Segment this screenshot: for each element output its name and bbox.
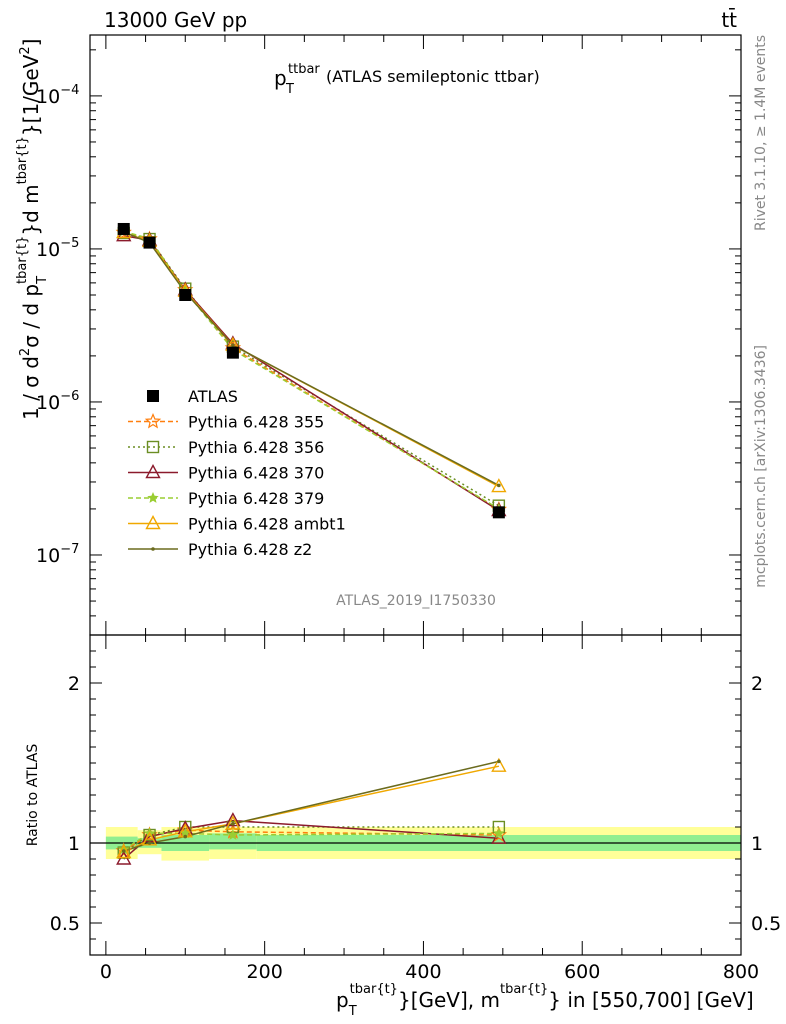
- xlabel-c: tbar{t}: [350, 982, 398, 997]
- header-left: 13000 GeV pp: [104, 8, 247, 32]
- xlabel-e: tbar{t}: [500, 982, 548, 997]
- x-tick-label: 600: [564, 961, 600, 983]
- ratio-point-p379: [227, 829, 239, 840]
- ratio-y-tick-label-right: 1: [751, 833, 763, 855]
- ratio-point-ambt1: [116, 844, 132, 859]
- ylabel-j: ]: [19, 39, 43, 47]
- ratio-point-z2: [121, 849, 126, 853]
- legend-label-data: ATLAS: [188, 387, 238, 406]
- ratio-tick-labels: 0.5 0.5 1 1 2 2: [50, 673, 781, 935]
- ratio-y-axis-label: Ratio to ATLAS: [25, 744, 41, 847]
- legend-marker-p355: [144, 412, 162, 429]
- y-tick-label: 10−5: [36, 236, 79, 261]
- ratio-point-ambt1: [491, 757, 507, 772]
- xlabel-a: p: [336, 988, 349, 1012]
- ylabel-d: T: [35, 276, 50, 285]
- ratio-point-ambt1: [225, 815, 241, 830]
- rivet-version-label: Rivet 3.1.10, ≥ 1.4M events: [753, 35, 769, 231]
- main-panel: 10−7 10−6 10−5 10−4 p T ttbar (ATLAS semile…: [15, 34, 742, 636]
- data-point-atlas: [226, 346, 239, 359]
- ratio-series-markers: [115, 757, 507, 865]
- svg-text:1 / σ d2σ / d pTtbar{t}}d mtb: 1 / σ d2σ / d pTtbar{t}}d mtbar{t}}[1/Ge…: [15, 39, 50, 421]
- ylabel-h: }[1/GeV: [19, 54, 43, 136]
- ylabel-e: tbar{t}: [15, 236, 30, 284]
- data-point-atlas: [117, 222, 130, 235]
- ratio-point-z2: [183, 834, 188, 839]
- data-point-atlas: [179, 288, 192, 301]
- legend-label-z2: Pythia 6.428 z2: [188, 540, 312, 559]
- y-tick-label: 10−7: [36, 542, 79, 567]
- analysis-watermark: ATLAS_2019_I1750330: [336, 593, 496, 609]
- main-y-axis-label: 1 / σ d2σ / d pTtbar{t}}d mtbar{t}}[1/Ge…: [15, 39, 50, 421]
- ylabel-a: 1 / σ d: [19, 356, 43, 420]
- legend-label-p356: Pythia 6.428 356: [188, 438, 324, 457]
- ylabel-g: tbar{t}: [15, 136, 30, 184]
- legend-label-ambt1: Pythia 6.428 ambt1: [188, 515, 346, 534]
- main-y-tick-labels: 10−7 10−6 10−5 10−4: [36, 83, 79, 567]
- x-tick-label: 200: [247, 961, 283, 983]
- main-series-markers: [115, 222, 507, 519]
- ratio-point-z2: [231, 822, 235, 826]
- header-right: tt̄: [721, 7, 737, 32]
- series-point-z2: [497, 483, 501, 488]
- ylabel-i: 2: [18, 46, 33, 54]
- y-tick-label: 10−4: [36, 83, 79, 108]
- legend: ATLAS Pythia 6.428 355 Pythia 6.428 356 Pyt…: [128, 387, 346, 559]
- ratio-y-tick-label-left: 2: [68, 673, 80, 695]
- legend-label-p379: Pythia 6.428 379: [188, 489, 324, 508]
- ratio-point-p379: [179, 827, 191, 839]
- x-tick-label: 800: [723, 961, 759, 983]
- series-point-ambt1: [491, 478, 507, 493]
- ratio-line-p356: [123, 826, 499, 854]
- xlabel-f: } in [550,700] [GeV]: [548, 988, 753, 1012]
- legend-marker-p356: [146, 440, 160, 454]
- legend-marker-p379: [147, 492, 159, 503]
- ratio-y-tick-label-right: 0.5: [751, 913, 781, 935]
- legend-marker-z2: [151, 547, 155, 551]
- y-tick-label: 10−6: [36, 389, 79, 414]
- title-rest: (ATLAS semileptonic ttbar): [326, 67, 540, 86]
- x-axis-label: pTtbar{t}}[GeV], mtbar{t}} in [550,700] …: [336, 982, 754, 1019]
- ratio-point-z2: [497, 759, 501, 764]
- ylabel-f: }d m: [19, 184, 43, 235]
- ratio-y-tick-label-left: 1: [68, 833, 80, 855]
- ratio-y-tick-label-left: 0.5: [50, 913, 80, 935]
- ylabel-c: σ / d p: [19, 284, 43, 348]
- ratio-point-z2: [147, 841, 152, 845]
- data-point-atlas: [143, 236, 156, 249]
- x-tick-label: 400: [405, 961, 441, 983]
- title-sub: T: [285, 82, 294, 97]
- x-tick-label: 0: [100, 961, 112, 983]
- ratio-axis-ticks: [90, 635, 742, 955]
- legend-marker-p370: [145, 464, 161, 479]
- ratio-panel: 0.5 0.51 12 2 Ratio to ATLAS 0 200 400 600 800 …: [25, 634, 781, 1019]
- legend-label-p370: Pythia 6.428 370: [188, 464, 324, 483]
- ylabel-b: 2: [18, 348, 33, 356]
- mcplots-credit-label: mcplots.cern.ch [arXiv:1306.3436]: [753, 345, 769, 588]
- data-point-atlas: [492, 506, 505, 519]
- ratio-band-inner: [209, 833, 257, 850]
- xlabel-b: T: [348, 1004, 357, 1019]
- series-point-z2: [231, 343, 235, 347]
- plot-title: p T ttbar (ATLAS semileptonic ttbar): [274, 62, 540, 97]
- ratio-frame: [89, 634, 742, 956]
- title-main: p: [274, 66, 287, 90]
- legend-marker-ambt1: [145, 515, 161, 530]
- legend-label-p355: Pythia 6.428 355: [188, 413, 324, 432]
- ratio-point-p379: [493, 827, 505, 839]
- ratio-y-tick-label-right: 2: [751, 673, 763, 695]
- legend-marker-data: [147, 390, 159, 402]
- xlabel-d: }[GeV], m: [398, 988, 500, 1012]
- title-sup: ttbar: [288, 62, 320, 77]
- main-axis-ticks: [90, 35, 742, 636]
- x-tick-labels: 0 200 400 600 800: [100, 961, 759, 983]
